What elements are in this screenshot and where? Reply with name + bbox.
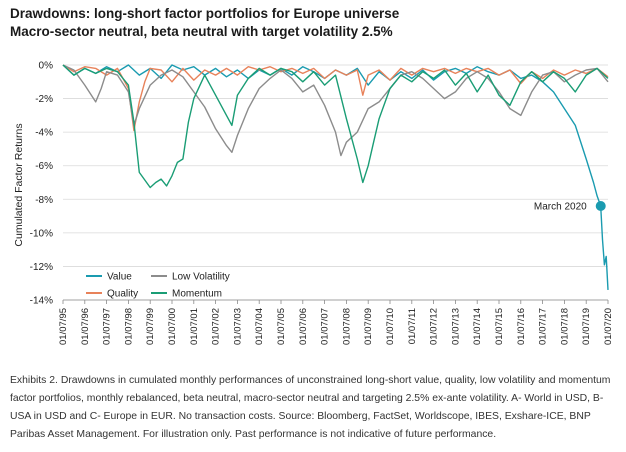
y-tick-label: -8% <box>35 195 53 206</box>
x-tick-label: 01/07/03 <box>232 308 243 345</box>
annotation: March 2020 <box>534 201 606 213</box>
series-line-quality <box>62 64 609 132</box>
y-tick-label: -12% <box>30 262 53 273</box>
y-axis: 0% -2% -4% -6% -8% -10% -12% -14% <box>30 61 53 307</box>
x-tick-label: 01/07/09 <box>363 308 374 345</box>
x-tick-label: 01/07/06 <box>298 308 309 345</box>
x-tick-label: 01/07/14 <box>472 308 483 345</box>
x-tick-label: 01/07/11 <box>407 308 418 344</box>
x-tick-label: 01/07/01 <box>189 308 200 345</box>
series-line-momentum <box>62 64 609 189</box>
x-tick-label: 01/07/05 <box>276 308 287 345</box>
x-tick-label: 01/07/20 <box>603 308 614 345</box>
y-tick-label: -4% <box>35 128 53 139</box>
y-tick-label: -10% <box>30 228 53 239</box>
drawdown-chart: 0%-2%-4%-6%-8%-10%-12%-14% 01/07/95 01/07… <box>13 61 614 345</box>
x-tick-label: 01/07/97 <box>102 308 113 345</box>
x-tick-label: 01/07/00 <box>167 308 178 345</box>
x-tick-label: 01/07/18 <box>559 308 570 345</box>
y-tick-label: -2% <box>35 94 53 105</box>
x-tick-label: 01/07/16 <box>516 308 527 345</box>
series-lines <box>62 64 609 290</box>
x-axis: 01/07/95 01/07/96 01/07/97 01/07/98 01/07/99… <box>58 299 614 345</box>
x-tick-label: 01/07/99 <box>145 308 156 345</box>
x-tick-label: 01/07/95 <box>58 308 69 345</box>
chart-subtitle: Macro-sector neutral, beta neutral with … <box>10 24 393 39</box>
series-line-value <box>62 64 609 290</box>
y-axis-label: Cumulated Factor Returns <box>13 123 25 246</box>
x-tick-label: 01/07/02 <box>211 308 222 345</box>
chart-title: Drawdowns: long-short factor portfolios … <box>10 6 400 21</box>
x-tick-label: 01/07/07 <box>320 308 331 345</box>
x-tick-label: 01/07/96 <box>80 308 91 345</box>
x-tick-label: 01/07/04 <box>254 308 265 345</box>
legend-label: Low Volatility <box>172 272 230 283</box>
legend-label: Value <box>107 272 132 283</box>
x-tick-label: 01/07/13 <box>450 308 461 345</box>
x-tick-label: 01/07/12 <box>429 308 440 345</box>
figure-caption: Exhibits 2. Drawdowns in cumulated month… <box>10 375 611 440</box>
legend: Value Low Volatility Quality Momentum <box>86 272 230 300</box>
x-tick-label: 01/07/10 <box>385 308 396 345</box>
annotation-marker <box>595 201 606 211</box>
x-tick-label: 01/07/98 <box>123 308 134 345</box>
x-tick-label: 01/07/19 <box>581 308 592 345</box>
y-tick-label: -6% <box>35 161 53 172</box>
legend-label: Momentum <box>172 289 222 300</box>
y-tick-label: 0% <box>39 61 54 72</box>
annotation-label: March 2020 <box>534 202 587 213</box>
gridlines <box>63 64 608 301</box>
y-tick-label: -14% <box>30 296 53 307</box>
x-tick-label: 01/07/15 <box>494 308 505 345</box>
x-tick-label: 01/07/17 <box>538 308 549 345</box>
legend-label: Quality <box>107 289 138 300</box>
x-tick-label: 01/07/08 <box>341 308 352 345</box>
series-line-low-volatility <box>62 64 609 157</box>
